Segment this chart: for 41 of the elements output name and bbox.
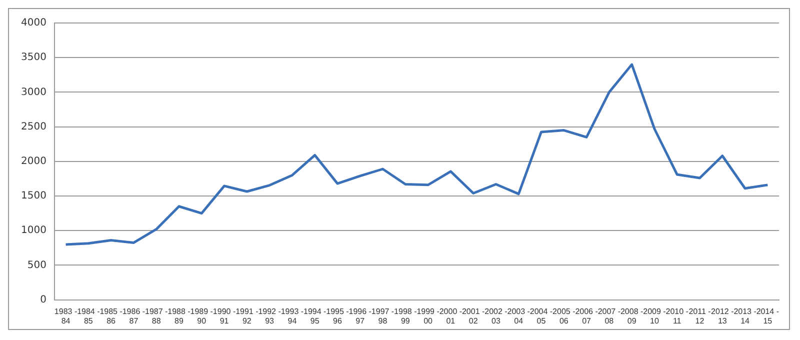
x-tick-label: 1999 - 00 xyxy=(416,306,440,326)
x-tick-label: 1991 - 92 xyxy=(236,306,259,326)
y-tick-label: 4000 xyxy=(20,18,46,29)
y-tick-label: 500 xyxy=(27,260,46,271)
x-tick-label: 2005 - 06 xyxy=(552,306,576,326)
y-tick-label: 1500 xyxy=(20,190,46,202)
x-tick-label: 2011 - 12 xyxy=(688,306,712,326)
x-tick-label: 1998 - 99 xyxy=(394,306,418,326)
x-tick-label: 1997 - 98 xyxy=(371,306,394,326)
x-tick-label: 2001 - 02 xyxy=(462,306,486,326)
x-tick-label: 1986 - 87 xyxy=(122,306,146,326)
y-tick-label: 2000 xyxy=(20,156,46,167)
x-tick-label: 2003 - 04 xyxy=(507,306,530,326)
x-tick-label: 2000 - 01 xyxy=(439,306,462,326)
x-tick-label: 1984 - 85 xyxy=(77,306,100,326)
x-tick-label: 2008 - 09 xyxy=(620,306,644,326)
y-tick-label: 1000 xyxy=(20,225,46,236)
x-tick-label: 2012 - 13 xyxy=(711,306,734,326)
x-tick-label: 1993 - 94 xyxy=(280,306,304,326)
x-tick-label: 1990 - 91 xyxy=(212,306,236,326)
x-tick-label: 1994 - 95 xyxy=(303,306,327,326)
x-tick-label: 1995 - 96 xyxy=(326,306,350,326)
x-tick-label: 2002 - 03 xyxy=(484,306,508,326)
x-tick-label: 1988 - 89 xyxy=(168,306,191,326)
x-tick-label: 1996 - 97 xyxy=(348,306,372,326)
x-tick-label: 1987 - 88 xyxy=(144,306,168,326)
x-tick-label: 2007 - 08 xyxy=(598,306,621,326)
x-tick-label: 1992 - 93 xyxy=(258,306,282,326)
x-tick-label: 1985 - 86 xyxy=(100,306,123,326)
y-tick-label: 0 xyxy=(40,294,46,306)
x-tick-label: 2014 - 15 xyxy=(756,306,780,326)
x-tick-label: 1983 - 84 xyxy=(54,306,78,326)
x-tick-label: 2006 - 07 xyxy=(575,306,598,326)
y-tick-label: 2500 xyxy=(20,121,46,132)
x-tick-label: 2004 - 05 xyxy=(530,306,553,326)
x-tick-label: 1989 - 90 xyxy=(190,306,214,326)
x-tick-label: 2010 - 11 xyxy=(666,306,689,326)
y-tick-label: 3500 xyxy=(20,52,46,64)
y-tick-label: 3000 xyxy=(20,86,46,98)
x-tick-label: 2009 - 10 xyxy=(643,306,666,326)
x-tick-label: 2013 - 14 xyxy=(734,306,757,326)
